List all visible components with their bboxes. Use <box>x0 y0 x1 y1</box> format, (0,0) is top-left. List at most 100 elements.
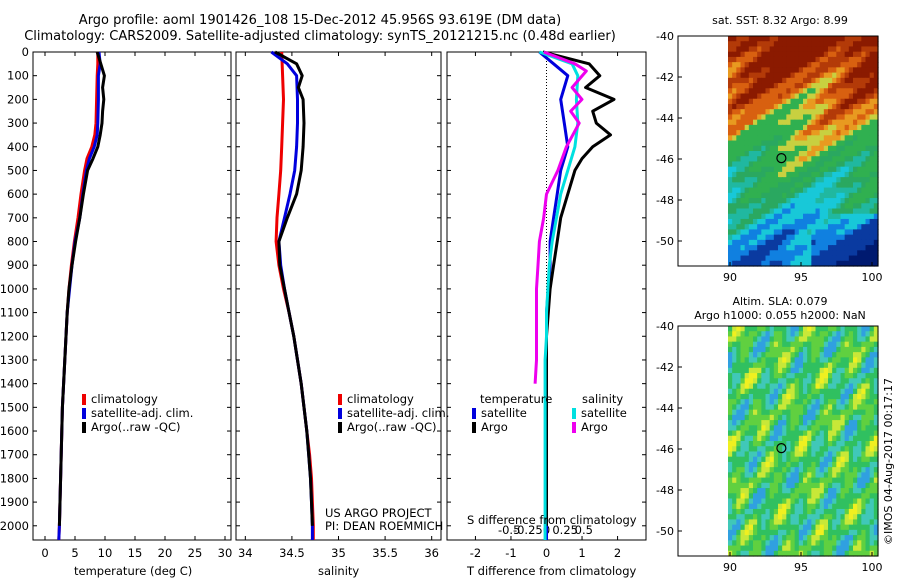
sst-map-cell <box>861 56 867 63</box>
sst-map-cell <box>811 103 817 110</box>
sst-map-cell <box>778 56 783 63</box>
sst-map-cell <box>840 36 846 42</box>
sst-map-cell <box>865 250 871 257</box>
sst-map-cell <box>807 229 812 236</box>
sla-map-cell <box>786 441 792 447</box>
sla-map-cell <box>778 409 783 416</box>
sst-map-cell <box>786 229 792 236</box>
sla-map-cell <box>832 493 837 500</box>
sla-map-cell <box>873 529 879 536</box>
sla-map-cell <box>811 456 817 463</box>
sla-map-cell <box>873 456 879 463</box>
sst-map-cell <box>728 46 733 53</box>
sla-map-cell <box>819 362 825 369</box>
sla-map-cell <box>815 529 821 536</box>
sst-map-cell <box>778 51 783 58</box>
sst-map-cell <box>861 135 867 142</box>
sst-map-cell <box>848 114 854 121</box>
depth-tick-label: 900 <box>7 258 29 272</box>
sst-map-cell <box>736 88 742 95</box>
sst-map-cell <box>832 140 837 147</box>
sst-map-cell <box>807 182 812 189</box>
sla-map-cell <box>819 430 825 437</box>
sst-map-cell <box>869 46 875 53</box>
legend-swatch-black <box>82 421 86 433</box>
sst-map-cell <box>753 145 758 152</box>
sst-map-cell <box>761 88 767 95</box>
sst-map-cell <box>811 161 817 168</box>
sla-map-cell <box>836 545 842 552</box>
sla-map-cell <box>865 326 871 332</box>
sst-map-cell <box>794 62 800 68</box>
sla-map-cell <box>790 326 796 332</box>
sla-map-cell <box>769 357 775 364</box>
sst-map-cell <box>732 145 737 152</box>
sla-map-cell <box>778 414 783 421</box>
sla-map-cell <box>753 326 758 332</box>
sst-map-cell <box>848 156 854 163</box>
sla-map-cell <box>757 524 762 531</box>
sla-map-cell <box>857 404 862 411</box>
sla-map-cell <box>753 529 758 536</box>
sla-map-cell <box>761 467 767 473</box>
sla-map-cell <box>844 498 850 505</box>
sst-map-cell <box>790 192 796 199</box>
sla-map-cell <box>815 435 821 442</box>
sst-map-cell <box>840 187 846 194</box>
sst-map-cell <box>853 124 858 131</box>
sst-map-cell <box>782 145 787 152</box>
sst-map-cell <box>861 229 867 236</box>
sst-map-cell <box>782 156 787 163</box>
sst-map-cell <box>836 83 842 89</box>
sla-map-cell <box>773 341 779 348</box>
sla-map-cell <box>732 362 737 369</box>
sla-map-cell <box>836 488 842 494</box>
sst-map-cell <box>848 229 854 236</box>
sst-map-cell <box>761 36 767 42</box>
sla-map-cell <box>823 383 829 390</box>
sst-map-cell <box>819 140 825 147</box>
sst-map-cell <box>748 67 754 74</box>
sla-map-cell <box>848 435 854 442</box>
sla-map-cell <box>836 420 842 426</box>
sla-map-cell <box>857 383 862 390</box>
sst-map-cell <box>732 130 737 136</box>
sla-map-cell <box>823 446 829 453</box>
sla-map-cell <box>773 373 779 379</box>
sst-map-cell <box>790 187 796 194</box>
sla-map-cell <box>861 503 867 510</box>
sla-map-cell <box>865 514 871 521</box>
sla-map-cell <box>778 435 783 442</box>
sst-map-cell <box>761 51 767 58</box>
sst-map-cell <box>798 77 804 84</box>
sla-map-cell <box>736 545 742 552</box>
sla-map-cell <box>857 373 862 379</box>
sst-map-cell <box>869 182 875 189</box>
sst-map-cell <box>853 229 858 236</box>
sst-map-cell <box>782 192 787 199</box>
sla-map-cell <box>769 519 775 526</box>
sla-map-cell <box>798 529 804 536</box>
sla-map-cell <box>736 535 742 541</box>
sst-map-cell <box>740 239 746 246</box>
sst-map-cell <box>803 161 808 168</box>
sst-map-cell <box>778 239 783 246</box>
sla-map-cell <box>748 441 754 447</box>
difference-xtick-label: -2 <box>470 546 481 560</box>
sst-map-cell <box>869 255 875 262</box>
sst-map-cell <box>840 109 846 116</box>
sla-map-cell <box>736 451 742 458</box>
sla-map-cell <box>757 378 762 385</box>
sst-map-cell <box>865 187 871 194</box>
sst-map-cell <box>840 161 846 168</box>
sst-map-cell <box>873 198 879 204</box>
sla-map-cell <box>782 383 787 390</box>
sst-map-cell <box>865 41 871 48</box>
sla-map-cell <box>811 514 817 521</box>
sst-map-cell <box>786 177 792 183</box>
sla-map-cell <box>782 498 787 505</box>
sst-map-cell <box>765 166 771 173</box>
sst-map-cell <box>873 171 879 178</box>
sla-map-cell <box>819 367 825 374</box>
sst-map-cell <box>803 255 808 262</box>
